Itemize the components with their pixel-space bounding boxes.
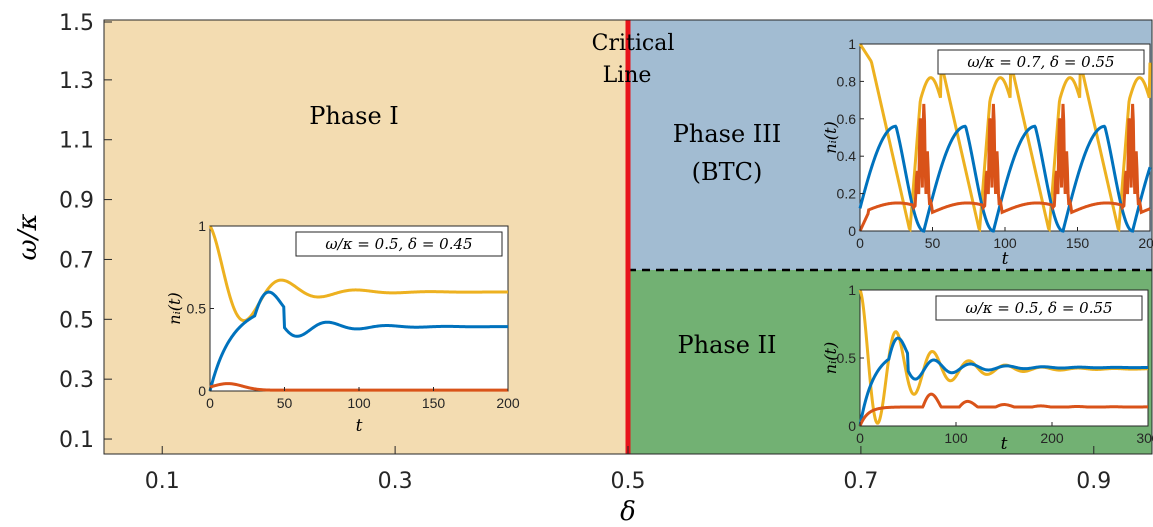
y-tick-label: 0.5 [59,308,94,333]
inset-y-tick-label: 1 [198,218,206,234]
x-axis-label: δ [620,497,636,527]
inset-legend-text: ω/κ = 0.5, δ = 0.45 [325,235,472,253]
inset-x-tick-label: 150 [422,395,446,411]
inset-x-tick-label: 100 [347,395,371,411]
phase-3-label: Phase III [673,120,782,148]
x-tick-label: 0.5 [611,469,646,494]
inset-x-label: t [1001,434,1008,454]
inset-x-tick-label: 0 [206,395,214,411]
inset-x-tick-label: 0 [856,235,864,251]
inset-x-tick-label: 150 [1066,235,1090,251]
inset-x-tick-label: 100 [993,235,1017,251]
inset-y-label: nᵢ(t) [165,292,184,324]
inset-y-tick-label: 0.2 [837,186,857,202]
inset-x-tick-label: 300 [1136,430,1153,446]
inset-y-tick-label: 1 [848,282,856,298]
inset-phase-3: 0 50 100 150 200 0 0.2 0.4 0.6 0.8 1 t nᵢ(t) ω/κ = 0.… [821,36,1153,269]
inset-x-label: t [1002,249,1009,269]
inset-x-tick-label: 50 [277,395,293,411]
critical-line-label-1: Critical [592,31,675,56]
x-tick-label: 0.7 [843,469,878,494]
inset-y-label: nᵢ(t) [821,342,840,374]
inset-y-label: nᵢ(t) [821,121,840,153]
x-tick-label: 0.3 [378,469,413,494]
inset-x-tick-label: 50 [925,235,941,251]
inset-x-tick-label: 0 [856,430,864,446]
inset-y-tick-label: 0 [198,383,206,399]
y-tick-label: 1.3 [59,69,94,94]
y-tick-label: 0.9 [59,189,94,214]
y-tick-label: 0.7 [59,248,94,273]
inset-legend-box [935,295,1143,321]
y-axis-label: ω/κ [13,213,43,260]
inset-y-tick-label: 0 [848,418,856,434]
inset-series-line [858,336,1148,427]
inset-phase-1: 0 50 100 150 200 0 0.5 1 t nᵢ(t) ω/κ = 0.5, δ = 0.… [165,218,520,436]
y-tick-label: 1.5 [59,11,94,36]
inset-legend-text: ω/κ = 0.5, δ = 0.55 [965,299,1112,317]
inset-legend-box [937,49,1145,75]
inset-series-line [858,43,1152,233]
inset-phase-2: 0 100 200 300 0 0.5 1 t nᵢ(t) ω/κ = 0.5, δ = 0.55 [821,282,1153,454]
phase-2-label: Phase II [677,331,776,359]
inset-legend-box [295,231,503,257]
inset-y-tick-label: 0.5 [837,350,857,366]
inset-x-tick-label: 200 [1040,430,1064,446]
inset-series-line [858,392,1149,427]
inset-x-tick-label: 200 [496,395,520,411]
inset-y-tick-label: 0 [848,223,856,239]
inset-y-tick-label: 0.4 [837,148,857,164]
x-axis-ticks: 0.1 0.3 0.5 0.7 0.9 [145,446,1111,494]
y-tick-label: 0.3 [59,368,94,393]
inset-x-tick-label: 200 [1138,235,1153,251]
y-tick-label: 0.1 [59,428,94,453]
y-tick-label: 1.1 [59,129,94,154]
phase-3-sublabel: (BTC) [692,158,763,186]
inset-x-label: t [356,416,363,436]
phase-1-label: Phase I [309,102,399,130]
inset-plot-area [859,43,1151,232]
inset-legend-text: ω/κ = 0.7, δ = 0.55 [967,53,1114,71]
inset-series-line [858,103,1151,232]
inset-y-tick-label: 0.6 [837,111,857,127]
y-axis-ticks: 0.1 0.3 0.5 0.7 0.9 1.1 1.3 1.5 [59,11,112,453]
inset-series-line [208,290,508,392]
x-tick-label: 0.1 [145,469,180,494]
x-tick-label: 0.9 [1076,469,1111,494]
critical-line-label-2: Line [603,63,652,88]
inset-y-tick-label: 0.5 [187,301,207,317]
inset-series-line [858,124,1152,233]
inset-y-tick-label: 1 [848,36,856,52]
inset-y-tick-label: 0.8 [837,73,857,89]
inset-x-tick-label: 100 [944,430,968,446]
